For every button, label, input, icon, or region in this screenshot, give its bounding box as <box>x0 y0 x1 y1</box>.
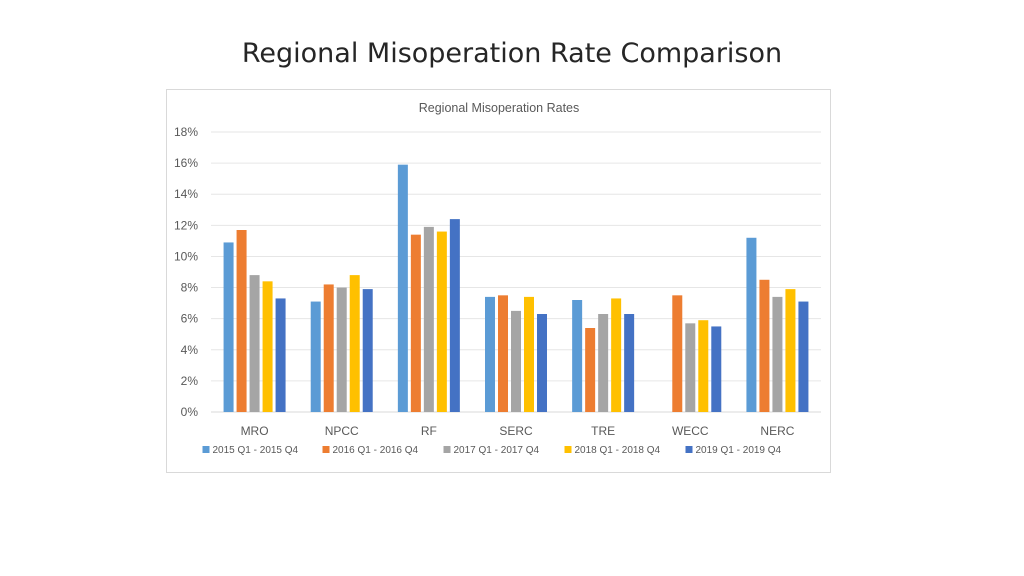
bar-serc-series-5 <box>537 314 547 412</box>
bar-rf-series-3 <box>423 226 434 412</box>
y-tick-label: 8% <box>181 281 199 295</box>
bar-mro-series-4 <box>262 281 273 412</box>
legend: 2015 Q1 - 2015 Q4 2016 Q1 - 2016 Q4 2017 Q… <box>202 445 782 456</box>
chart-frame: Regional Misoperation Rates 0% 2% 4% 6% 8% 10… <box>166 89 831 473</box>
y-tick-label: 18% <box>174 125 198 139</box>
bar-tre-series-4 <box>611 298 622 412</box>
bar-tre-series-2 <box>585 328 596 412</box>
bar-chart: Regional Misoperation Rates 0% 2% 4% 6% 8% 10… <box>174 101 821 456</box>
y-tick-label: 6% <box>181 312 199 326</box>
bar-serc-series-3 <box>511 310 521 412</box>
y-tick-label: 14% <box>174 187 198 201</box>
bar-tre-series-3 <box>598 314 609 412</box>
bar-wecc-series-3 <box>685 323 696 412</box>
chart-title: Regional Misoperation Rates <box>419 101 580 115</box>
x-axis-ticks: MRO NPCC RF SERC TRE WECC NERC <box>241 424 795 438</box>
legend-label: 2017 Q1 - 2017 Q4 <box>454 445 540 456</box>
bar-wecc-series-4 <box>698 320 709 412</box>
bar-nerc-series-1 <box>746 237 757 412</box>
bar-nerc-series-3 <box>772 296 783 412</box>
x-tick-label: SERC <box>499 424 533 438</box>
bar-mro-series-3 <box>249 275 260 412</box>
bar-rf-series-1 <box>397 164 408 412</box>
legend-label: 2019 Q1 - 2019 Q4 <box>696 445 782 456</box>
x-tick-label: TRE <box>591 424 615 438</box>
bar-npcc-series-5 <box>362 289 373 412</box>
bar-nerc-series-4 <box>785 289 796 412</box>
bar-rf-series-2 <box>410 234 421 412</box>
bar-npcc-series-4 <box>349 275 360 412</box>
bar-mro-series-2 <box>236 230 247 412</box>
bar-rf-series-4 <box>436 231 447 412</box>
legend-swatch <box>564 446 572 453</box>
bar-tre-series-5 <box>624 314 635 412</box>
x-tick-label: NPCC <box>325 424 359 438</box>
x-tick-label: NERC <box>760 424 794 438</box>
slide-title: Regional Misoperation Rate Comparison <box>241 38 783 69</box>
y-tick-label: 4% <box>181 343 199 357</box>
y-tick-label: 12% <box>174 218 198 232</box>
bar-tre-series-1 <box>572 300 583 412</box>
legend-label: 2018 Q1 - 2018 Q4 <box>575 445 661 456</box>
legend-swatch <box>443 446 451 453</box>
bar-serc-series-1 <box>485 296 495 412</box>
y-tick-label: 16% <box>174 156 198 170</box>
y-tick-label: 2% <box>181 374 199 388</box>
y-tick-label: 0% <box>181 405 199 419</box>
legend-swatch <box>202 446 210 453</box>
x-tick-label: RF <box>421 424 437 438</box>
bar-serc-series-4 <box>524 296 534 412</box>
x-tick-label: WECC <box>672 424 709 438</box>
bar-nerc-series-5 <box>798 301 809 412</box>
bar-serc-series-2 <box>498 295 508 412</box>
bar-nerc-series-2 <box>759 279 770 412</box>
legend-swatch <box>322 446 330 453</box>
bar-mro-series-5 <box>275 298 286 412</box>
y-tick-label: 10% <box>174 249 198 263</box>
x-tick-label: MRO <box>241 424 269 438</box>
bars <box>223 164 809 412</box>
bar-wecc-series-5 <box>711 326 722 412</box>
bar-mro-series-1 <box>223 242 234 412</box>
y-axis-ticks: 0% 2% 4% 6% 8% 10% 12% 14% 16% 18% <box>174 125 198 419</box>
bar-npcc-series-3 <box>336 287 347 412</box>
bar-npcc-series-2 <box>323 284 334 412</box>
bar-npcc-series-1 <box>310 301 321 412</box>
legend-label: 2016 Q1 - 2016 Q4 <box>333 445 419 456</box>
legend-label: 2015 Q1 - 2015 Q4 <box>213 445 299 456</box>
bar-wecc-series-2 <box>672 295 683 412</box>
bar-rf-series-5 <box>449 219 460 412</box>
legend-swatch <box>685 446 693 453</box>
